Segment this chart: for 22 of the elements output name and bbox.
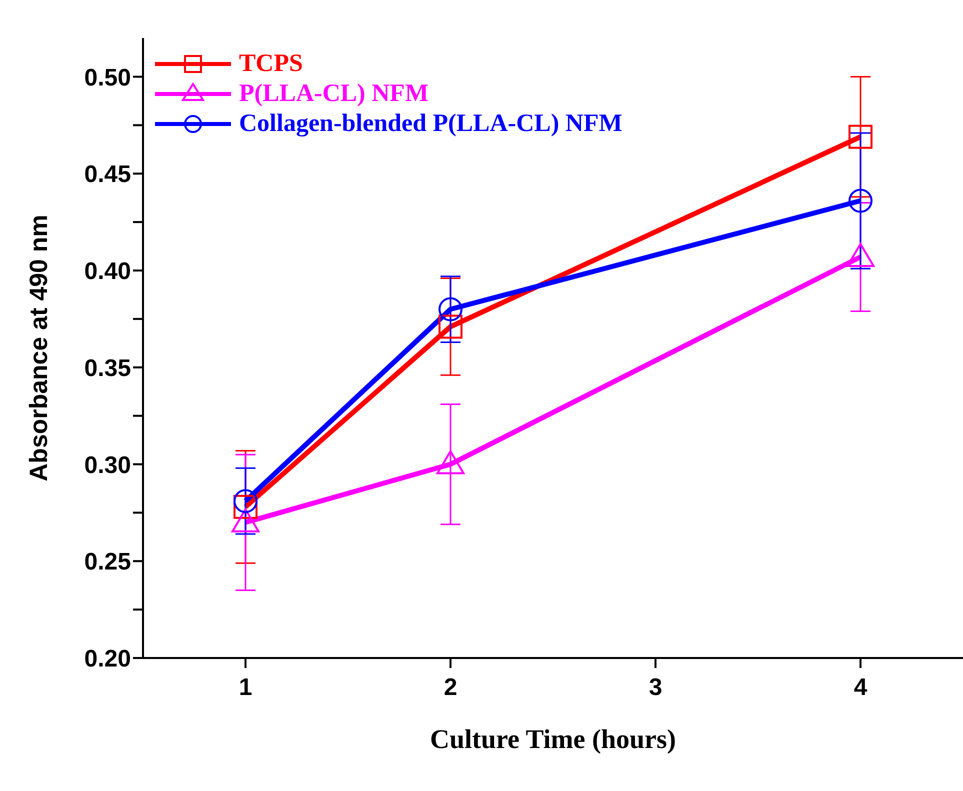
point [438,314,462,339]
point [438,297,462,322]
y-tick-label: 0.40 [84,258,131,286]
point [848,124,872,149]
y-tick-label: 0.25 [84,548,131,576]
y-axis-title: Absorbance at 490 nm [24,214,53,482]
y-tick-label: 0.35 [84,354,131,382]
y-tick-label: 0.45 [84,161,131,188]
legend-label: Collagen-blended P(LLA-CL) NFM [239,110,622,138]
x-axis-title: Culture Time (hours) [430,724,676,754]
point [234,494,258,519]
x-tick-label: 1 [238,674,252,702]
y-tick-label: 0.20 [84,646,131,673]
y-tick-label: 0.50 [84,64,131,92]
legend-label: P(LLA-CL) NFM [239,80,429,108]
x-tick-label: 4 [854,674,868,702]
point [234,489,258,514]
x-tick-label: 3 [648,674,662,702]
x-tick-label: 2 [444,674,458,702]
y-tick-label: 0.30 [84,452,131,479]
legend-label: TCPS [239,50,303,78]
point [848,188,872,213]
